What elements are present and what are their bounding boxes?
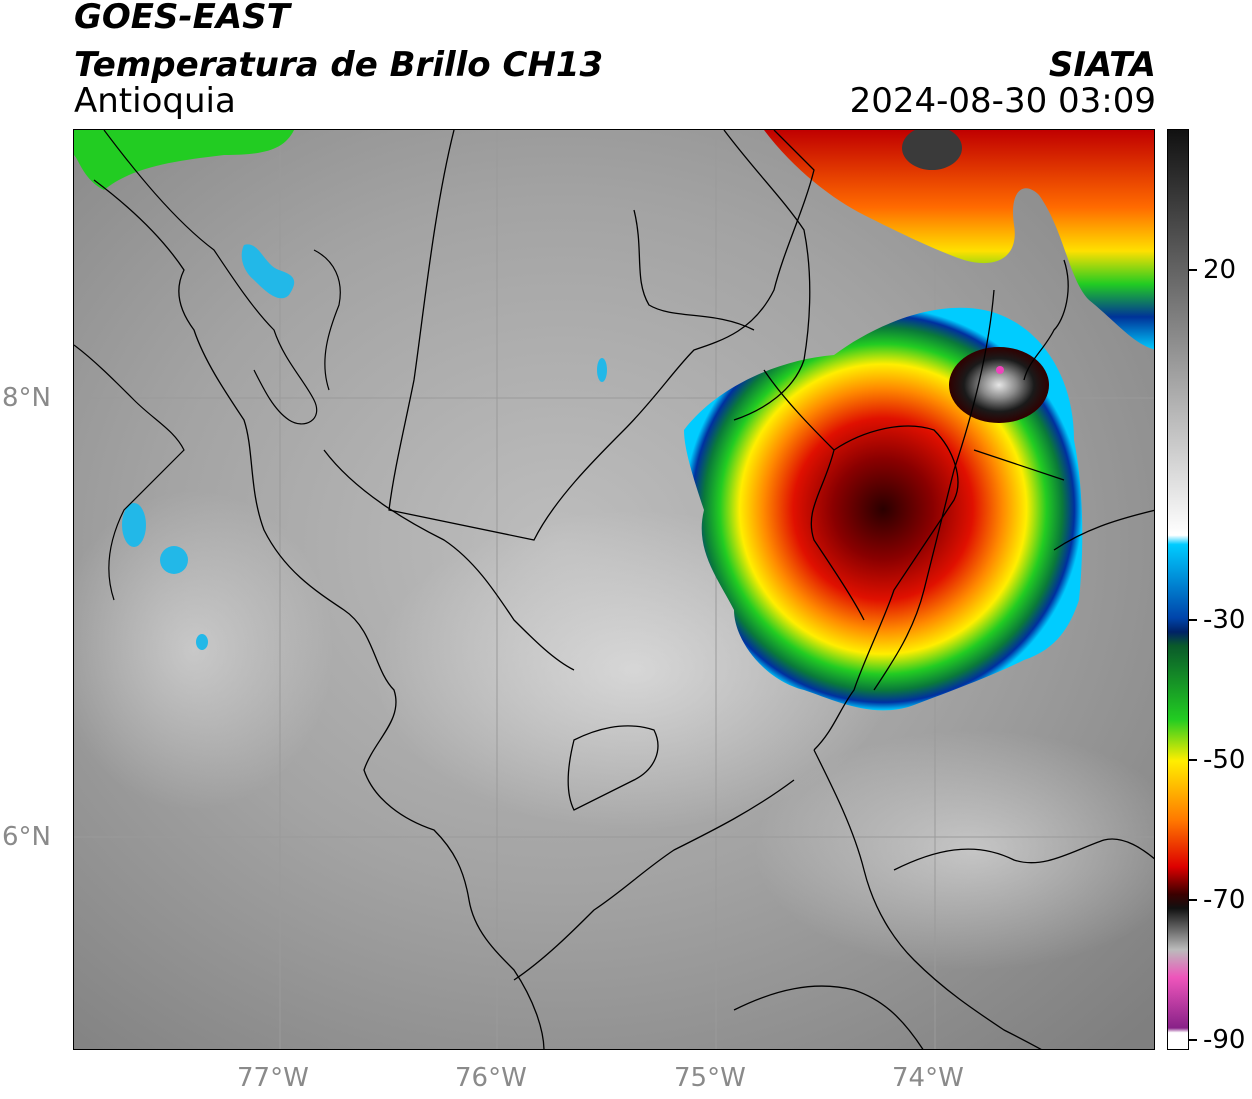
colorbar-label-minus30: -30 (1203, 605, 1246, 635)
satellite-map (73, 129, 1155, 1050)
colorbar-label-20: 20 (1203, 255, 1237, 285)
convective-cell-north (764, 130, 1154, 350)
region-label: Antioquia (74, 81, 236, 121)
coastline (74, 130, 341, 601)
coldest-pixel (996, 366, 1004, 374)
small-cold-spots (74, 130, 607, 650)
colorbar-tick (1189, 619, 1197, 621)
lon-label-77w: 77°W (237, 1063, 309, 1093)
colorbar-label-minus90: -90 (1203, 1025, 1246, 1055)
department-boundaries (93, 130, 1154, 1049)
product-title: Temperatura de Brillo CH13 (74, 45, 604, 85)
colorbar-label-minus70: -70 (1203, 885, 1246, 915)
bright-cloud-area (74, 490, 334, 810)
colorbar-tick (1189, 899, 1197, 901)
lon-label-76w: 76°W (455, 1063, 527, 1093)
cold-core-north (902, 130, 962, 170)
colorbar-gradient (1168, 130, 1188, 1049)
colorbar-tick (1189, 269, 1197, 271)
lon-label-75w: 75°W (674, 1063, 746, 1093)
lat-label-8n: 8°N (2, 383, 51, 413)
satellite-title: GOES-EAST (74, 0, 290, 37)
colorbar-tick (1189, 759, 1197, 761)
colorbar-label-minus50: -50 (1203, 745, 1246, 775)
colorbar-tick (1189, 1039, 1197, 1041)
lon-label-74w: 74°W (892, 1063, 964, 1093)
lat-label-6n: 6°N (2, 822, 51, 852)
timestamp-label: 2024-08-30 03:09 (849, 81, 1156, 121)
brand-label: SIATA (1048, 45, 1156, 85)
colorbar (1167, 129, 1189, 1050)
map-canvas (74, 130, 1154, 1049)
